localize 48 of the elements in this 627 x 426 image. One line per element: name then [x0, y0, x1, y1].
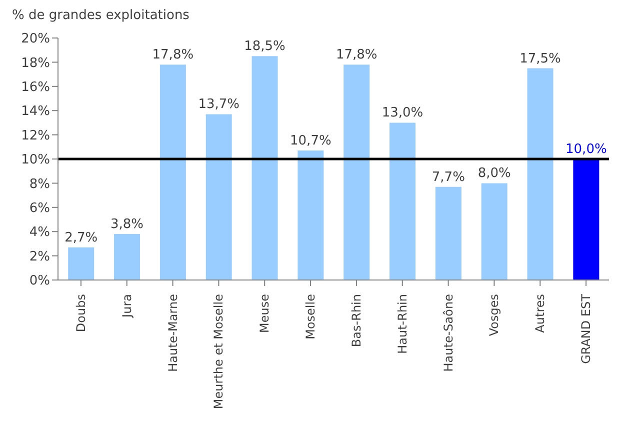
x-tick-label: Bas-Rhin [349, 294, 364, 348]
bar [481, 183, 508, 280]
data-label: 10,7% [290, 134, 332, 149]
y-tick-label: 0% [29, 274, 50, 289]
data-label: 2,7% [64, 230, 98, 246]
y-tick-label: 16% [21, 80, 50, 96]
bar [527, 68, 554, 280]
bar [160, 64, 186, 280]
x-tick-label: Haute-Marne [166, 294, 180, 372]
x-tick-label: Autres [533, 294, 548, 333]
bar [344, 64, 370, 280]
bar [68, 247, 94, 280]
data-label: 17,8% [336, 48, 378, 63]
y-axis-title: % de grandes exploitations [11, 8, 190, 25]
bar [114, 234, 140, 280]
y-tick-label: 10% [21, 152, 50, 168]
bar [206, 114, 232, 280]
x-tick-label: Vosges [487, 294, 502, 336]
y-tick-label: 8% [29, 176, 50, 192]
data-label: 18,5% [244, 39, 286, 54]
x-tick-label: Meuse [258, 294, 272, 333]
y-tick-label: 18% [21, 56, 50, 71]
bar [252, 56, 278, 280]
x-tick-label: Doubs [74, 294, 88, 332]
data-label: 7,7% [432, 170, 465, 185]
bar [435, 186, 462, 280]
y-tick-label: 12% [21, 128, 50, 144]
y-tick-label: 14% [21, 104, 50, 120]
x-tick-label: Haute-Saône [441, 294, 456, 372]
data-label: 17,8% [152, 48, 194, 63]
data-label: 13,0% [382, 106, 424, 121]
data-label: 10,0% [566, 142, 607, 157]
x-tick-label: Meurthe et Moselle [212, 294, 226, 410]
y-tick-label: 2% [29, 249, 50, 264]
x-tick-label: Haut-Rhin [395, 294, 410, 354]
x-tick-label: Jura [120, 294, 134, 318]
bar [390, 122, 416, 280]
y-tick-label: 6% [29, 201, 50, 216]
data-label: 13,7% [198, 97, 240, 112]
x-tick-label: Moselle [304, 294, 318, 340]
y-tick-label: 4% [29, 225, 50, 240]
data-label: 17,5% [520, 51, 561, 66]
bar [573, 159, 600, 280]
x-tick-label: GRAND EST [579, 293, 594, 364]
data-label: 3,8% [110, 217, 144, 232]
bar [298, 150, 324, 280]
data-label: 8,0% [478, 166, 511, 182]
y-tick-label: 20% [21, 32, 50, 47]
